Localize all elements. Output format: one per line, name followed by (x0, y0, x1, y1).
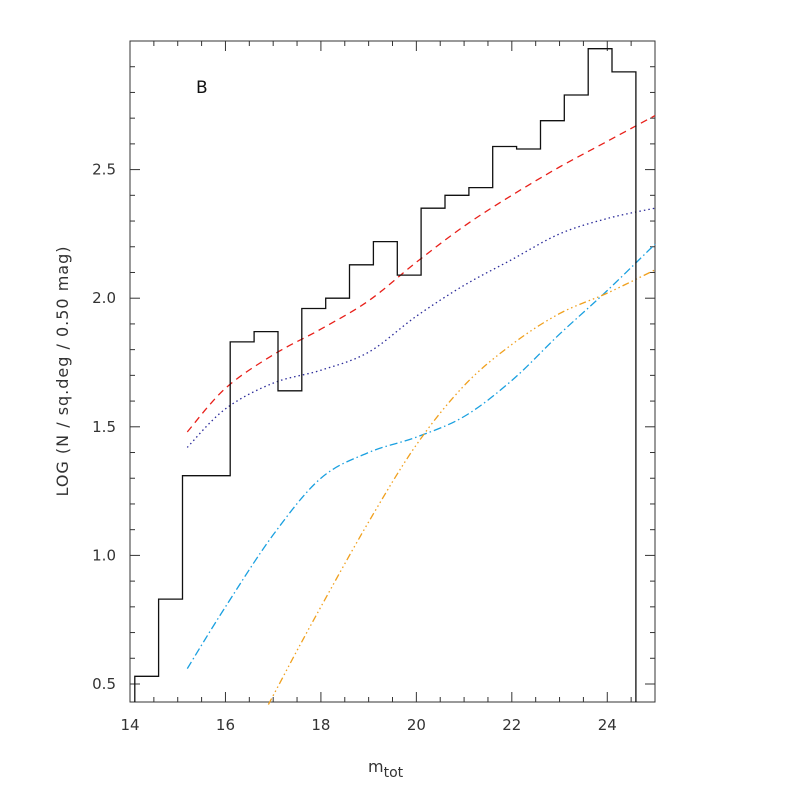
panel-label: B (196, 78, 208, 98)
x-axis-title-main: m (368, 757, 384, 776)
y-tick-label: 2.5 (92, 161, 116, 179)
y-tick-label: 1.5 (92, 418, 116, 436)
series-line (267, 269, 656, 705)
x-tick-label: 16 (216, 716, 235, 734)
x-tick-label: 22 (502, 716, 521, 734)
axis-ticks (129, 40, 656, 702)
x-tick-label: 18 (311, 716, 330, 734)
x-tick-labels: 14 16 18 20 22 24 (120, 716, 616, 734)
histogram-layer (134, 48, 637, 702)
y-axis-title: LOG (N / sq.deg / 0.50 mag) (53, 246, 72, 497)
x-axis-title: mtot (368, 757, 404, 781)
series-line (186, 115, 656, 433)
y-tick-label: 2.0 (92, 289, 116, 307)
y-tick-label: 1.0 (92, 546, 116, 564)
x-tick-label: 24 (598, 716, 617, 734)
y-tick-label: 0.5 (92, 675, 116, 693)
series-line (186, 243, 656, 669)
x-tick-label: 20 (407, 716, 426, 734)
plot-border (129, 40, 656, 703)
x-tick-label: 14 (120, 716, 139, 734)
histogram-steps (134, 48, 637, 702)
series-layer (186, 115, 656, 705)
plot-frame (129, 40, 656, 703)
y-tick-labels: 0.5 1.0 1.5 2.0 2.5 (92, 161, 116, 693)
x-axis-title-subscript: tot (384, 765, 404, 781)
